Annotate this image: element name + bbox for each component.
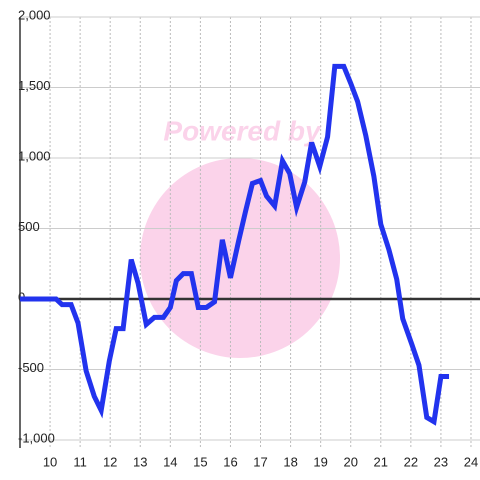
y-tick-label: 2,000 (18, 7, 51, 22)
y-tick-label: 1,000 (18, 148, 51, 163)
y-tick-label: 500 (18, 219, 40, 234)
watermark-text: Powered by (163, 115, 322, 146)
x-tick-label: 14 (163, 454, 177, 469)
y-tick-label: 1,500 (18, 78, 51, 93)
x-tick-label: 12 (103, 454, 117, 469)
x-tick-label: 21 (374, 454, 388, 469)
x-tick-label: 19 (313, 454, 327, 469)
line-series (20, 63, 450, 426)
x-tick-label: 10 (43, 454, 57, 469)
x-tick-label: 13 (133, 454, 147, 469)
watermark-circle (140, 158, 340, 358)
y-tick-label: -500 (18, 360, 44, 375)
x-tick-label: 17 (253, 454, 267, 469)
x-tick-label: 23 (434, 454, 448, 469)
x-tick-label: 20 (343, 454, 357, 469)
x-tick-label: 11 (73, 454, 87, 469)
x-tick-label: 18 (283, 454, 297, 469)
y-tick-label: -1,000 (18, 430, 55, 445)
x-tick-label: 22 (404, 454, 418, 469)
x-tick-label: 24 (464, 454, 478, 469)
x-tick-label: 15 (193, 454, 207, 469)
x-tick-label: 16 (223, 454, 237, 469)
